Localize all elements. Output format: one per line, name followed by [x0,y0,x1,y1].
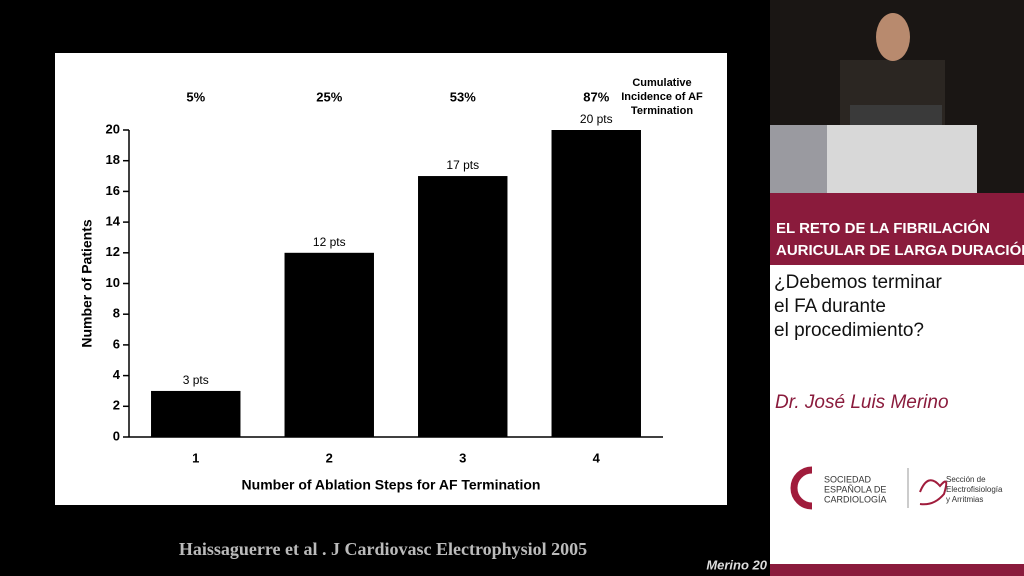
sidebar-question: el procedimiento? [774,320,924,341]
citation: Haissaguerre et al . J Cardiovasc Electr… [179,539,587,559]
cumulative-title: Cumulative [632,77,691,89]
logo-left-text: SOCIEDAD [824,474,872,484]
y-tick-label: 6 [113,336,120,351]
sidebar-header: EL RETO DE LA FIBRILACIÓN [776,219,990,237]
value-label: 20 pts [580,112,613,126]
value-label: 17 pts [446,158,479,172]
logo-left-text: ESPAÑOLA DE [824,484,886,494]
cumulative-label: 53% [450,89,476,104]
sidebar-header: AURICULAR DE LARGA DURACIÓN [776,241,1024,259]
y-tick-label: 8 [113,306,120,321]
bar [551,130,641,437]
logo-right-text: Electrofisiología [946,485,1003,494]
y-tick-label: 0 [113,428,120,443]
logo-heart [919,479,948,506]
bar [151,390,241,437]
y-tick-label: 2 [113,398,120,413]
logo-right-text: y Arritmias [946,495,983,504]
sidebar-footer-band [770,564,1024,576]
y-axis-label: Number of Patients [79,219,95,348]
x-axis-label: Number of Ablation Steps for AF Terminat… [242,477,541,493]
logo-left-text: CARDIOLOGÍA [824,494,887,504]
x-tick-label: 2 [326,450,333,465]
y-tick-label: 20 [106,121,120,136]
cumulative-title: Incidence of AF [621,91,703,103]
cumulative-label: 87% [583,89,609,104]
value-label: 12 pts [313,235,346,249]
speaker-name: Dr. José Luis Merino [775,392,949,413]
x-tick-label: 1 [192,450,199,465]
x-tick-label: 3 [459,450,466,465]
speaker-head [876,13,910,61]
bar [284,252,374,437]
y-tick-label: 18 [106,152,120,167]
x-tick-label: 4 [593,450,601,465]
podium [827,125,977,193]
sidebar-header-band [770,193,1024,265]
y-tick-label: 10 [106,275,120,290]
cumulative-label: 5% [186,89,205,104]
value-label: 3 pts [183,373,209,387]
bar [418,176,508,438]
cumulative-label: 25% [316,89,342,104]
y-tick-label: 4 [113,367,121,382]
y-tick-label: 16 [106,183,120,198]
sidebar-question: ¿Debemos terminar [774,272,943,293]
y-tick-label: 12 [106,244,120,259]
logo-right-text: Sección de [946,475,986,484]
logo-sec [790,466,813,510]
sidebar-question: el FA durante [774,296,886,317]
panel [770,125,827,193]
cumulative-title: Termination [631,105,693,117]
y-tick-label: 14 [106,214,121,229]
footer: Merino 20 [706,557,767,572]
